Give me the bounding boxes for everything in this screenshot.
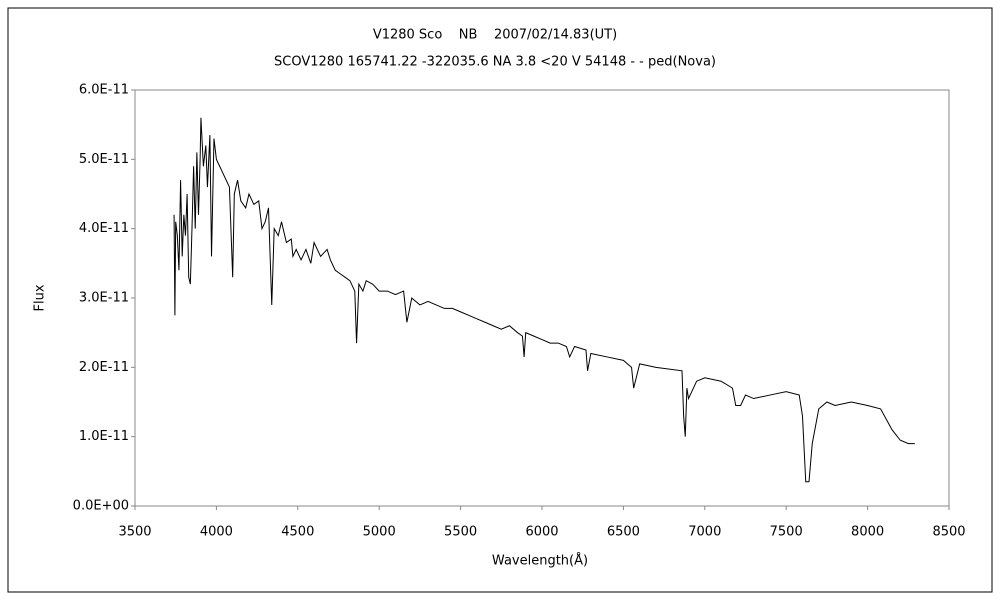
y-tick-label: 2.0E-11: [79, 360, 129, 375]
spectrum-line: [173, 117, 915, 483]
x-tick-label: 8500: [932, 525, 965, 540]
x-tick-label: 7000: [688, 525, 721, 540]
y-tick-label: 6.0E-11: [79, 83, 129, 98]
y-tick-label: 5.0E-11: [79, 152, 129, 167]
x-tick-label: 6000: [525, 525, 558, 540]
y-tick-label: 3.0E-11: [79, 291, 129, 306]
x-tick-label: 3500: [118, 525, 151, 540]
x-axis-label: Wavelength(Å): [492, 553, 588, 569]
y-axis-label: Flux: [33, 284, 48, 311]
x-tick-label: 8000: [851, 525, 884, 540]
x-tick-label: 4000: [200, 525, 233, 540]
x-tick-label: 5500: [444, 525, 477, 540]
y-tick-label: 4.0E-11: [79, 221, 129, 236]
x-tick-label: 7500: [770, 525, 803, 540]
chart-title: V1280 Sco NB 2007/02/14.83(UT): [373, 28, 617, 43]
x-tick-label: 5000: [363, 525, 396, 540]
y-tick-label: 0.0E+00: [73, 499, 129, 514]
chart-border: [7, 7, 993, 593]
chart-subtitle: SCOV1280 165741.22 -322035.6 NA 3.8 <20 …: [274, 55, 716, 70]
x-tick-label: 4500: [281, 525, 314, 540]
x-tick-label: 6500: [607, 525, 640, 540]
plot-area: [134, 89, 950, 507]
y-tick-label: 1.0E-11: [79, 429, 129, 444]
